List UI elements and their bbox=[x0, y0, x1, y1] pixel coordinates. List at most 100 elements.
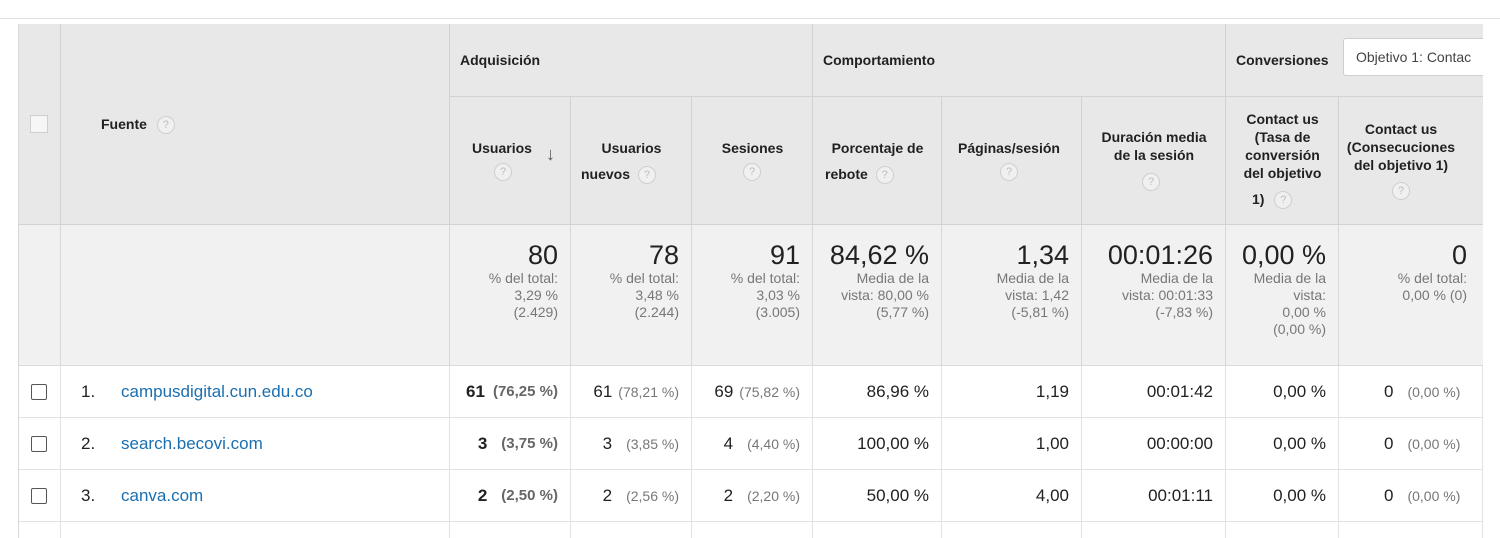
column-header-sessions[interactable]: Sesiones ? bbox=[692, 97, 813, 225]
table-left-border bbox=[18, 24, 19, 538]
row-completions: 0 (0,00 %) bbox=[1339, 418, 1483, 470]
select-all-checkbox[interactable] bbox=[30, 115, 48, 133]
help-icon[interactable]: ? bbox=[875, 166, 894, 185]
group-acquisition-label: Adquisición bbox=[460, 52, 541, 68]
bounce-header-label-2: rebote bbox=[825, 166, 868, 182]
totals-bounce-l1: Media de la bbox=[856, 270, 929, 286]
completions-pct: (0,00 %) bbox=[1407, 383, 1461, 400]
source-header-label: Fuente bbox=[101, 116, 147, 132]
new-users-value: 2 bbox=[602, 485, 613, 505]
column-header-conversion-rate[interactable]: Contact us (Tasa de conversión del objet… bbox=[1226, 97, 1339, 225]
group-behavior-label: Comportamiento bbox=[823, 52, 935, 68]
users-value: 2 bbox=[477, 485, 488, 505]
help-icon[interactable]: ? bbox=[1274, 191, 1293, 210]
row-bounce: 50,00 % bbox=[813, 470, 942, 522]
totals-new-users-value: 78 bbox=[648, 240, 679, 270]
column-header-users[interactable]: Usuarios ? ↓ bbox=[450, 97, 571, 225]
help-icon[interactable]: ? bbox=[637, 166, 656, 185]
row-checkbox[interactable] bbox=[31, 487, 47, 504]
users-pct: (3,75 %) bbox=[501, 435, 558, 452]
totals-duration-value: 00:01:26 bbox=[1107, 240, 1213, 270]
row-source-cell: 3. canva.com bbox=[61, 470, 450, 522]
sessions-header-label: Sesiones bbox=[721, 140, 784, 156]
row-index: 1. bbox=[81, 381, 96, 401]
source-link[interactable]: search.becovi.com bbox=[121, 433, 263, 453]
row-conv-rate: 0,00 % bbox=[1226, 418, 1339, 470]
table-row bbox=[18, 470, 61, 522]
totals-completions-l2: 0,00 % (0) bbox=[1402, 287, 1467, 303]
table-row-partial-conv bbox=[1226, 522, 1339, 538]
new-users-header-label-2: nuevos bbox=[581, 166, 631, 182]
row-conv-rate: 0,00 % bbox=[1226, 470, 1339, 522]
totals-pages-l1: Media de la bbox=[996, 270, 1069, 286]
duration-header-label-2: de la sesión bbox=[1113, 147, 1195, 163]
duration-value: 00:01:11 bbox=[1148, 485, 1213, 505]
bounce-header-line2: rebote ? bbox=[825, 165, 894, 185]
sort-descending-icon[interactable]: ↓ bbox=[546, 144, 555, 164]
column-header-avg-duration[interactable]: Duración media de la sesión ? bbox=[1082, 97, 1226, 225]
source-link[interactable]: canva.com bbox=[121, 485, 204, 505]
totals-bounce-rate: 84,62 % Media de la vista: 80,00 % (5,77… bbox=[813, 225, 942, 366]
totals-conv-rate-value: 0,00 % bbox=[1241, 240, 1326, 270]
totals-new-users: 78 % del total: 3,48 % (2.244) bbox=[571, 225, 692, 366]
row-new-users: 3 (3,85 %) bbox=[571, 418, 692, 470]
completions-header-label-1: Contact us bbox=[1364, 121, 1438, 137]
row-checkbox[interactable] bbox=[31, 383, 47, 400]
totals-sessions: 91 % del total: 3,03 % (3.005) bbox=[692, 225, 813, 366]
source-link[interactable]: campusdigital.cun.edu.co bbox=[121, 381, 313, 401]
pages-value: 4,00 bbox=[1035, 485, 1069, 505]
row-sessions: 2 (2,20 %) bbox=[692, 470, 813, 522]
table-row-partial-completions bbox=[1339, 522, 1483, 538]
row-pages: 1,19 bbox=[942, 366, 1082, 418]
source-column-header[interactable]: Fuente ? bbox=[61, 24, 450, 225]
goal-select[interactable]: Objetivo 1: Contac bbox=[1343, 38, 1483, 76]
report-table: Fuente ? Adquisición Comportamiento Conv… bbox=[18, 24, 1483, 538]
help-icon[interactable]: ? bbox=[1000, 163, 1018, 181]
new-users-value: 61 bbox=[593, 381, 613, 401]
column-header-goal-completions[interactable]: Contact us (Consecuciones del objetivo 1… bbox=[1339, 97, 1483, 225]
help-icon[interactable]: ? bbox=[156, 116, 175, 135]
totals-checkbox-cell bbox=[18, 225, 61, 366]
row-source-cell: 1. campusdigital.cun.edu.co bbox=[61, 366, 450, 418]
group-conversions-label: Conversiones bbox=[1236, 52, 1329, 68]
completions-value: 0 bbox=[1384, 485, 1394, 505]
totals-users-l2: 3,29 % bbox=[514, 287, 558, 303]
column-header-pages-per-session[interactable]: Páginas/sesión ? bbox=[942, 97, 1082, 225]
row-users: 3 (3,75 %) bbox=[450, 418, 571, 470]
table-row-partial-new-users bbox=[571, 522, 692, 538]
completions-pct: (0,00 %) bbox=[1407, 487, 1461, 504]
sessions-value: 69 bbox=[714, 381, 734, 401]
pages-value: 1,00 bbox=[1035, 433, 1069, 453]
table-row bbox=[18, 418, 61, 470]
column-header-bounce-rate[interactable]: Porcentaje de rebote ? bbox=[813, 97, 942, 225]
totals-duration-l3: (-7,83 %) bbox=[1155, 304, 1213, 320]
bounce-header-label-1: Porcentaje de bbox=[831, 140, 924, 156]
totals-new-users-l3: (2.244) bbox=[634, 304, 679, 320]
row-checkbox[interactable] bbox=[31, 435, 47, 452]
table-row-partial-pages bbox=[942, 522, 1082, 538]
help-icon[interactable]: ? bbox=[1392, 182, 1410, 200]
row-completions: 0 (0,00 %) bbox=[1339, 366, 1483, 418]
conv-rate-value: 0,00 % bbox=[1273, 485, 1326, 505]
totals-source-cell bbox=[61, 225, 450, 366]
conv-rate-header-label-1: Contact us bbox=[1246, 111, 1319, 127]
new-users-value: 3 bbox=[602, 433, 613, 453]
help-icon[interactable]: ? bbox=[743, 163, 761, 181]
row-index: 3. bbox=[81, 485, 96, 505]
table-row-partial-users bbox=[450, 522, 571, 538]
conv-rate-header-label-2: (Tasa de bbox=[1254, 129, 1311, 145]
new-users-pct: (78,21 %) bbox=[618, 383, 679, 400]
totals-bounce-value: 84,62 % bbox=[829, 240, 929, 270]
help-icon[interactable]: ? bbox=[494, 163, 512, 181]
totals-sessions-l3: (3.005) bbox=[755, 304, 800, 320]
bounce-value: 86,96 % bbox=[866, 381, 929, 401]
row-pages: 4,00 bbox=[942, 470, 1082, 522]
column-header-new-users[interactable]: Usuarios nuevos ? bbox=[571, 97, 692, 225]
help-icon[interactable]: ? bbox=[1142, 173, 1160, 191]
row-duration: 00:01:42 bbox=[1082, 366, 1226, 418]
totals-new-users-l1: % del total: bbox=[609, 270, 679, 286]
completions-pct: (0,00 %) bbox=[1407, 435, 1461, 452]
row-new-users: 2 (2,56 %) bbox=[571, 470, 692, 522]
completions-header-label-2: (Consecuciones bbox=[1346, 139, 1456, 155]
totals-new-users-l2: 3,48 % bbox=[635, 287, 679, 303]
